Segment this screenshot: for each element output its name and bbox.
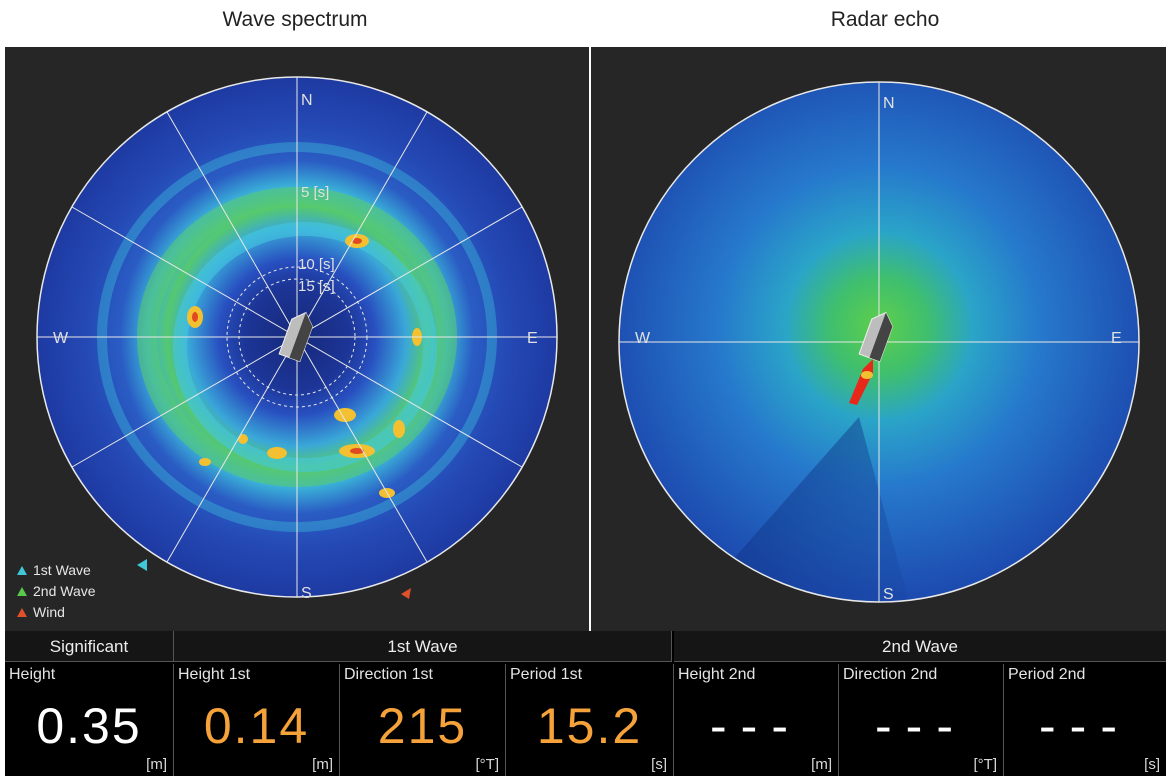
direction-1st-readout: Direction 1st 215 [°T] bbox=[340, 664, 506, 776]
period-2nd-readout: Period 2nd --- [s] bbox=[1004, 664, 1166, 776]
legend-second-wave-label: 2nd Wave bbox=[33, 583, 96, 599]
height-2nd-label: Height 2nd bbox=[678, 666, 756, 683]
legend: 1st Wave 2nd Wave Wind bbox=[17, 560, 96, 623]
radar-compass-east: E bbox=[1111, 330, 1122, 347]
period-1st-readout: Period 1st 15.2 [s] bbox=[506, 664, 674, 776]
radar-echo-plot: N S E W bbox=[618, 81, 1140, 603]
period-1st-label: Period 1st bbox=[510, 666, 583, 683]
wave-spectrum-panel: N S E W 5 [s] 10 [s] 15 [s] 1st Wave 2nd… bbox=[5, 47, 589, 631]
period-2nd-value: --- bbox=[1039, 698, 1131, 754]
direction-1st-value: 215 bbox=[377, 698, 468, 754]
radar-own-ship-icon bbox=[858, 311, 894, 363]
period-1st-unit: [s] bbox=[651, 756, 667, 773]
height-2nd-value: --- bbox=[710, 698, 802, 754]
radar-echo-title: Radar echo bbox=[830, 8, 940, 31]
period-2nd-label: Period 2nd bbox=[1008, 666, 1086, 683]
period-2nd-unit: [s] bbox=[1144, 756, 1160, 773]
legend-wind: Wind bbox=[17, 602, 96, 623]
group-header-second-wave: 2nd Wave bbox=[674, 631, 1166, 662]
direction-2nd-unit: [°T] bbox=[973, 756, 998, 773]
period-ring-5: 5 [s] bbox=[301, 184, 329, 201]
height-label: Height bbox=[9, 666, 56, 683]
wind-triangle-icon bbox=[17, 608, 27, 617]
legend-first-wave-label: 1st Wave bbox=[33, 562, 91, 578]
direction-1st-label: Direction 1st bbox=[344, 666, 433, 683]
height-1st-unit: [m] bbox=[312, 756, 333, 773]
wind-marker-icon bbox=[401, 588, 411, 599]
group-header-first-wave: 1st Wave bbox=[174, 631, 672, 662]
wave-spectrum-title: Wave spectrum bbox=[222, 8, 368, 31]
wave-spectrum-plot: N S E W 5 [s] 10 [s] 15 [s] bbox=[36, 76, 558, 602]
legend-first-wave: 1st Wave bbox=[17, 560, 96, 581]
direction-2nd-readout: Direction 2nd --- [°T] bbox=[839, 664, 1004, 776]
height-value: 0.35 bbox=[36, 698, 142, 754]
compass-north: N bbox=[301, 92, 313, 109]
height-2nd-readout: Height 2nd --- [m] bbox=[674, 664, 839, 776]
height-1st-readout: Height 1st 0.14 [m] bbox=[174, 664, 340, 776]
group-header-significant: Significant bbox=[5, 631, 174, 662]
compass-west: W bbox=[53, 330, 69, 347]
readout-bar: Significant 1st Wave 2nd Wave Height 0.3… bbox=[5, 631, 1166, 776]
period-ring-15: 15 [s] bbox=[298, 278, 335, 295]
second-wave-triangle-icon bbox=[17, 587, 27, 596]
direction-2nd-value: --- bbox=[875, 698, 967, 754]
own-ship-icon bbox=[278, 311, 314, 363]
first-wave-triangle-icon bbox=[17, 566, 27, 575]
radar-echo-panel: N S E W bbox=[591, 47, 1166, 631]
period-ring-10: 10 [s] bbox=[298, 256, 335, 273]
legend-wind-label: Wind bbox=[33, 604, 65, 620]
period-1st-value: 15.2 bbox=[536, 698, 643, 754]
legend-second-wave: 2nd Wave bbox=[17, 581, 96, 602]
compass-south: S bbox=[301, 585, 312, 602]
radar-compass-west: W bbox=[635, 330, 651, 347]
compass-east: E bbox=[527, 330, 538, 347]
height-1st-label: Height 1st bbox=[178, 666, 251, 683]
height-2nd-unit: [m] bbox=[811, 756, 832, 773]
direction-2nd-label: Direction 2nd bbox=[843, 666, 938, 683]
height-1st-value: 0.14 bbox=[203, 698, 310, 754]
radar-wake-echo bbox=[849, 359, 873, 405]
radar-compass-south: S bbox=[883, 586, 894, 603]
first-wave-marker-icon bbox=[137, 559, 147, 571]
height-unit: [m] bbox=[146, 756, 167, 773]
radar-compass-north: N bbox=[883, 95, 895, 112]
direction-1st-unit: [°T] bbox=[475, 756, 500, 773]
height-readout: Height 0.35 [m] bbox=[5, 664, 174, 776]
